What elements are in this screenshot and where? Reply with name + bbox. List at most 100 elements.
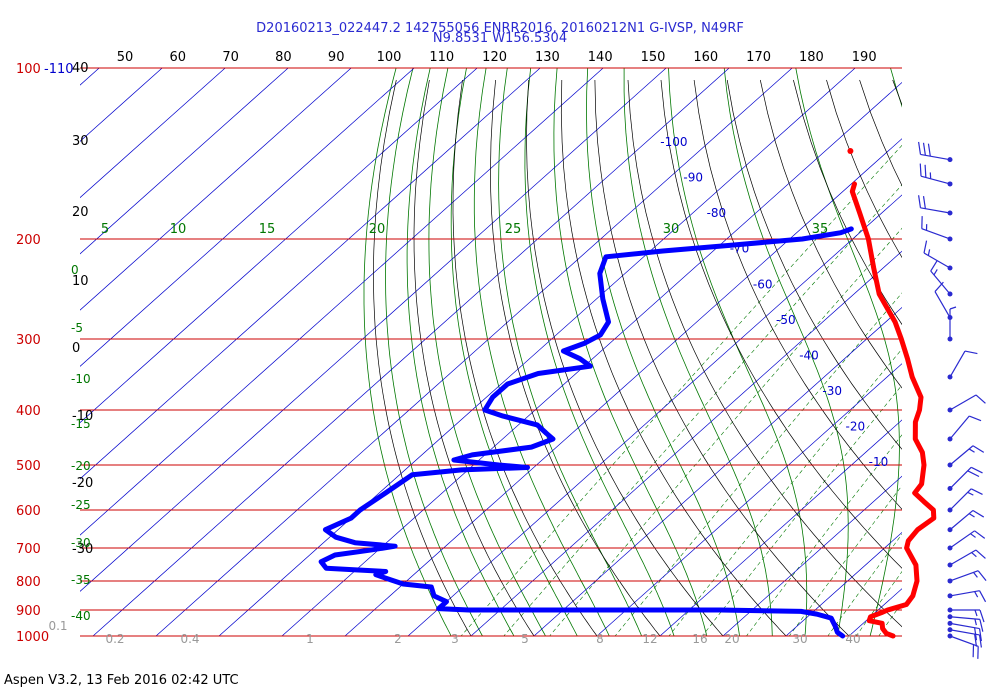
theta-label: 40 — [72, 61, 89, 76]
isotherm-label: -90 — [683, 171, 703, 185]
theta-e-top-label: 30 — [663, 222, 680, 237]
pressure-label: 700 — [16, 542, 41, 557]
wind-barb-half-flag — [973, 572, 978, 578]
top-tick-label: 190 — [852, 50, 877, 65]
mixing-ratio-line — [746, 434, 902, 636]
wind-barb-station — [947, 627, 953, 633]
mixing-ratio-label: 40 — [845, 632, 860, 646]
wind-barb-station — [947, 562, 953, 568]
wind-barb-half-flag — [927, 249, 931, 256]
mixing-ratio-label: 0.2 — [105, 632, 124, 646]
top-tick-label: 60 — [170, 50, 187, 65]
mixing-ratio-and-moist-adiabat-lines — [363, 68, 1000, 648]
theta-e-label: -25 — [71, 498, 91, 512]
wind-barb-half-flag — [971, 552, 977, 558]
wind-barb-station — [947, 578, 953, 584]
top-tick-label: 180 — [799, 50, 824, 65]
sounding-traces — [318, 148, 937, 639]
wind-barb-half-flag — [967, 491, 974, 496]
isotherm-label: -30 — [822, 384, 842, 398]
theta-label: -10 — [72, 409, 93, 424]
wind-barb-flag — [975, 394, 986, 404]
theta-e-line — [890, 68, 902, 636]
mixing-ratio-label: 0.4 — [180, 632, 199, 646]
theta-e-top-label: 15 — [259, 222, 276, 237]
isotherm-line — [80, 68, 226, 199]
theta-e-top-label: 25 — [505, 222, 522, 237]
wind-barb-flag — [970, 488, 983, 495]
top-tick-label: 160 — [693, 50, 718, 65]
isotherm-line — [533, 306, 902, 636]
theta-label: -30 — [72, 542, 93, 557]
wind-barb-flag — [967, 470, 980, 478]
mixing-ratio-label: 1 — [306, 632, 314, 646]
theta-e-line — [450, 68, 578, 636]
mixing-ratio-line — [855, 570, 902, 636]
wind-barb-flag — [918, 195, 922, 208]
dry-adiabat-line — [926, 80, 1000, 648]
wind-barb-station — [947, 593, 953, 599]
top-tick-label: 120 — [482, 50, 507, 65]
isotherm-lines — [80, 68, 902, 636]
theta-e-label: 0 — [71, 263, 79, 277]
wind-barb-flag — [979, 609, 985, 623]
top-tick-label: 140 — [588, 50, 613, 65]
wind-barb-staff — [949, 350, 966, 378]
top-extra-label: -110 — [44, 62, 74, 77]
dry-adiabat-line — [759, 79, 902, 389]
wind-barb-staff — [949, 415, 970, 440]
top-tick-label: 130 — [535, 50, 560, 65]
wind-barb-station — [947, 527, 953, 533]
isotherm-line — [80, 68, 478, 424]
wind-barb-half-flag — [949, 306, 957, 310]
wind-barb-station — [947, 545, 953, 551]
wind-barb-half-flag — [968, 513, 975, 518]
wind-barb-station — [947, 181, 953, 187]
top-tick-label: 80 — [275, 50, 292, 65]
dry-adiabat-line — [959, 80, 1000, 648]
pressure-label: 500 — [16, 459, 41, 474]
isotherm-line — [80, 68, 352, 311]
pressure-label: 900 — [16, 604, 41, 619]
wind-barb-station — [947, 436, 953, 442]
wind-barb-flag — [964, 350, 978, 355]
theta-e-top-label: 5 — [101, 222, 109, 237]
isotherm-line — [80, 68, 541, 480]
isotherm-label: -80 — [707, 206, 727, 220]
chart-subtitle-location: N9.8531 W156.5304 — [432, 31, 568, 46]
dry-adiabat-line — [560, 79, 787, 636]
theta-label: 0 — [72, 341, 80, 356]
wind-barb-station — [947, 607, 953, 613]
wind-barb-station — [947, 633, 953, 639]
wind-barbs — [918, 141, 987, 659]
isotherm-label: -100 — [660, 135, 687, 149]
pressure-label: 100 — [16, 62, 41, 77]
theta-e-label: -30 — [71, 536, 91, 550]
wind-barb-half-flag — [968, 448, 975, 453]
wind-barb-flag — [979, 619, 984, 632]
isotherm-line — [722, 475, 902, 636]
wind-barb-flag — [972, 445, 985, 453]
theta-e-line — [930, 68, 1000, 648]
dry-adiabat-line — [660, 79, 902, 569]
wind-barb-flag — [978, 634, 982, 648]
dry-adiabat-line — [992, 80, 1000, 648]
theta-e-top-label: 20 — [369, 222, 386, 237]
wind-barb-flag — [974, 530, 986, 539]
theta-e-line — [623, 68, 773, 636]
wind-barb-station — [947, 507, 953, 513]
mixing-ratio-label: 20 — [724, 632, 739, 646]
wind-barb-half-flag — [974, 591, 979, 598]
wind-barb-station — [947, 614, 953, 620]
dry-adiabat-line — [594, 79, 850, 636]
wind-barb-flag — [923, 240, 928, 254]
wind-barb-flag — [919, 163, 922, 177]
wind-barb-flag — [969, 415, 982, 422]
wind-barb-half-flag — [974, 618, 977, 626]
wind-barb-staff — [949, 445, 974, 466]
wind-barb-staff — [949, 394, 977, 411]
pressure-label: 400 — [16, 404, 41, 419]
isotherm-line — [470, 250, 902, 636]
isotherm-line — [281, 81, 902, 636]
